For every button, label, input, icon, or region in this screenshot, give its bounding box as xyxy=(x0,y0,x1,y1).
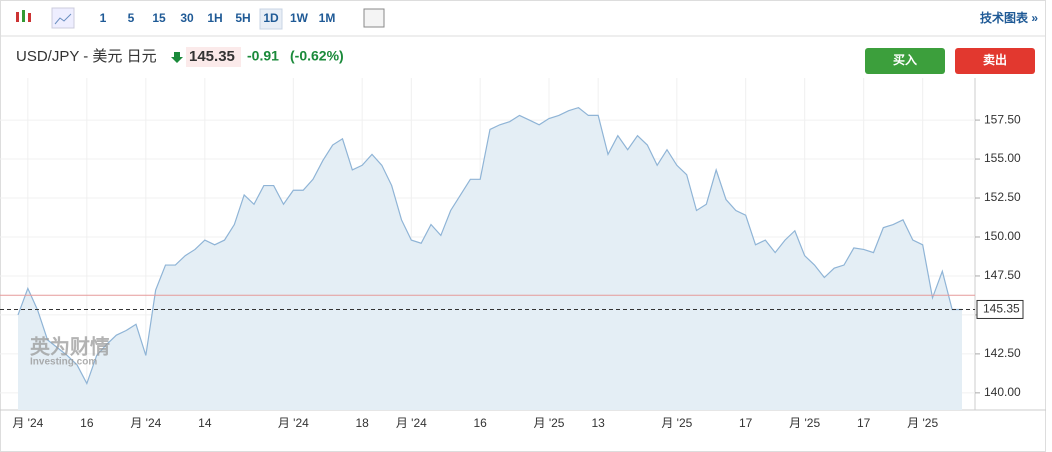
area xyxy=(18,107,962,410)
x-tick-label: 月 '25 xyxy=(661,416,692,430)
buy-button[interactable] xyxy=(865,48,945,74)
x-tick-label: 16 xyxy=(80,416,94,430)
watermark-cn: 英为财情 xyxy=(30,334,110,358)
last-price-tag xyxy=(976,299,1024,319)
table-icon[interactable] xyxy=(363,8,385,28)
candle-icon[interactable] xyxy=(16,10,31,22)
y-tick-label: 150.00 xyxy=(984,229,1021,243)
interval-button[interactable]: 1 xyxy=(100,11,107,25)
y-tick-label: 152.50 xyxy=(984,190,1021,204)
price-bg xyxy=(186,47,241,67)
interval-button[interactable]: 15 xyxy=(152,11,166,25)
change-pct: (-0.62%) xyxy=(290,48,344,64)
x-tick-label: 月 '24 xyxy=(12,416,43,430)
y-tick-label: 147.50 xyxy=(984,268,1021,282)
x-tick-label: 月 '25 xyxy=(534,416,565,430)
interval-active xyxy=(259,8,283,30)
sell-label[interactable]: 卖出 xyxy=(983,52,1007,67)
interval-button[interactable]: 1W xyxy=(290,11,309,25)
x-tick-label: 17 xyxy=(857,416,871,430)
sell-button[interactable] xyxy=(955,48,1035,74)
pair-title: USD/JPY - 美元 日元 xyxy=(16,48,157,65)
last-price-label: 145.35 xyxy=(983,302,1020,316)
x-tick-label: 13 xyxy=(591,416,605,430)
x-tick-label: 17 xyxy=(739,416,753,430)
x-tick-label: 月 '25 xyxy=(907,416,938,430)
interval-button[interactable]: 5H xyxy=(235,11,250,25)
x-tick-label: 16 xyxy=(473,416,487,430)
price-line xyxy=(17,106,962,386)
interval-button[interactable]: 1H xyxy=(207,11,222,25)
x-tick-label: 月 '24 xyxy=(396,416,427,430)
y-tick-label: 140.00 xyxy=(984,385,1021,399)
y-tick-label: 157.50 xyxy=(984,112,1021,126)
x-tick-label: 月 '25 xyxy=(789,416,820,430)
change: -0.91 xyxy=(247,48,279,64)
price: 145.35 xyxy=(189,48,235,65)
x-tick-label: 18 xyxy=(355,416,369,430)
y-tick-label: 155.00 xyxy=(984,151,1021,165)
watermark-en: Investing.com xyxy=(30,357,97,368)
down-arrow xyxy=(171,52,183,63)
area-icon[interactable] xyxy=(51,7,75,29)
interval-button[interactable]: 1M xyxy=(319,11,336,25)
interval-button[interactable]: 1D xyxy=(263,11,279,25)
buy-label[interactable]: 买入 xyxy=(893,53,917,67)
tech-chart-link[interactable]: 技术图表 » xyxy=(980,10,1038,25)
interval-button[interactable]: 5 xyxy=(128,11,135,25)
x-tick-label: 月 '24 xyxy=(130,416,161,430)
x-tick-label: 月 '24 xyxy=(278,416,309,430)
interval-button[interactable]: 30 xyxy=(180,11,194,25)
area-icon-line xyxy=(54,13,72,25)
y-tick-label: 142.50 xyxy=(984,346,1021,360)
x-tick-label: 14 xyxy=(198,416,212,430)
